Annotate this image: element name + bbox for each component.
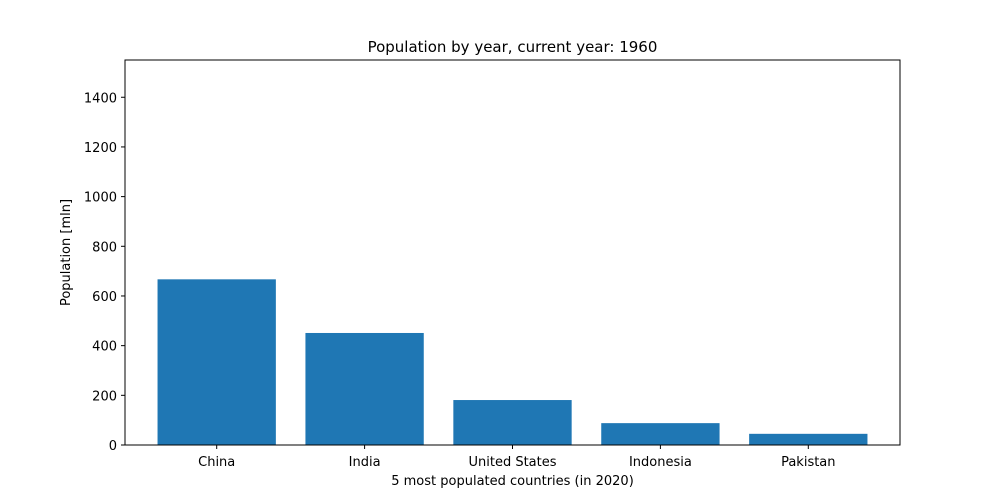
- y-tick-label: 1200: [84, 141, 117, 156]
- y-tick-label: 600: [92, 290, 117, 305]
- bar-indonesia: [601, 423, 720, 445]
- chart-title: Population by year, current year: 1960: [368, 38, 658, 56]
- y-axis-label: Population [mln]: [59, 199, 74, 306]
- bars-layer: [157, 279, 868, 445]
- y-tick-label: 200: [92, 389, 117, 404]
- x-tick-label: India: [349, 455, 381, 470]
- bar-pakistan: [749, 433, 868, 445]
- y-axis: 0 200 400 600 800 1000 1200 1400: [84, 91, 125, 454]
- y-tick-label: 1400: [84, 91, 117, 106]
- x-axis: China India United States Indonesia Pakistan: [198, 445, 836, 470]
- bar-india: [305, 332, 424, 445]
- y-tick-label: 400: [92, 340, 117, 355]
- x-tick-label: Pakistan: [781, 455, 835, 470]
- plot-frame: [124, 59, 901, 446]
- x-tick-label: Indonesia: [629, 455, 692, 470]
- x-tick-label: United States: [468, 455, 556, 470]
- y-tick-label: 0: [109, 439, 117, 454]
- x-axis-label: 5 most populated countries (in 2020): [391, 474, 634, 489]
- x-tick-label: China: [198, 455, 235, 470]
- bar-united-states: [453, 400, 572, 445]
- y-tick-label: 1000: [84, 191, 117, 206]
- y-tick-label: 800: [92, 240, 117, 255]
- bar-china: [157, 279, 276, 445]
